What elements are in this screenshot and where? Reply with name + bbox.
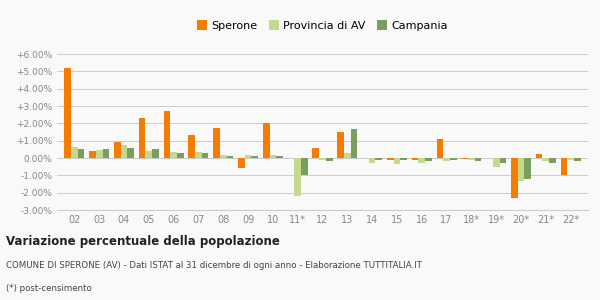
Bar xyxy=(518,158,524,181)
Bar xyxy=(89,151,96,158)
Bar xyxy=(269,155,276,158)
Bar xyxy=(295,158,301,196)
Bar xyxy=(251,156,258,158)
Bar xyxy=(376,158,382,160)
Bar xyxy=(350,128,358,158)
Bar xyxy=(319,158,326,160)
Bar xyxy=(536,154,542,158)
Bar xyxy=(202,153,208,158)
Bar xyxy=(468,158,475,160)
Bar xyxy=(542,158,549,161)
Bar xyxy=(245,155,251,158)
Bar xyxy=(164,111,170,158)
Bar xyxy=(387,158,394,160)
Bar xyxy=(238,158,245,167)
Bar xyxy=(344,153,350,158)
Bar xyxy=(400,158,407,160)
Legend: Sperone, Provincia di AV, Campania: Sperone, Provincia di AV, Campania xyxy=(193,16,452,35)
Bar xyxy=(263,123,269,158)
Bar xyxy=(567,158,574,160)
Bar xyxy=(475,158,481,161)
Bar xyxy=(177,153,184,158)
Bar xyxy=(450,158,457,160)
Bar xyxy=(145,151,152,158)
Bar xyxy=(213,128,220,158)
Text: Variazione percentuale della popolazione: Variazione percentuale della popolazione xyxy=(6,235,280,248)
Bar xyxy=(461,158,468,159)
Bar xyxy=(425,158,432,161)
Bar xyxy=(96,150,103,158)
Bar xyxy=(326,158,332,161)
Bar xyxy=(71,147,78,158)
Bar xyxy=(152,149,159,158)
Bar xyxy=(170,152,177,158)
Bar xyxy=(220,154,227,158)
Bar xyxy=(524,158,531,179)
Bar xyxy=(493,158,500,167)
Bar xyxy=(412,158,418,160)
Bar xyxy=(139,118,145,158)
Bar xyxy=(337,132,344,158)
Bar xyxy=(114,142,121,158)
Bar xyxy=(301,158,308,175)
Bar xyxy=(121,145,127,158)
Bar xyxy=(511,158,518,198)
Bar xyxy=(195,152,202,158)
Bar xyxy=(574,158,581,161)
Bar xyxy=(437,139,443,158)
Bar xyxy=(127,148,134,158)
Bar xyxy=(418,158,425,163)
Bar xyxy=(313,148,319,158)
Text: (*) post-censimento: (*) post-censimento xyxy=(6,284,92,293)
Bar xyxy=(369,158,376,163)
Bar xyxy=(64,68,71,158)
Bar xyxy=(443,158,450,161)
Text: COMUNE DI SPERONE (AV) - Dati ISTAT al 31 dicembre di ogni anno - Elaborazione T: COMUNE DI SPERONE (AV) - Dati ISTAT al 3… xyxy=(6,262,422,271)
Bar xyxy=(103,149,109,158)
Bar xyxy=(394,158,400,164)
Bar xyxy=(227,156,233,158)
Bar xyxy=(500,158,506,163)
Bar xyxy=(560,158,567,175)
Bar xyxy=(549,158,556,163)
Bar xyxy=(78,149,85,158)
Bar xyxy=(276,156,283,158)
Bar xyxy=(188,136,195,158)
